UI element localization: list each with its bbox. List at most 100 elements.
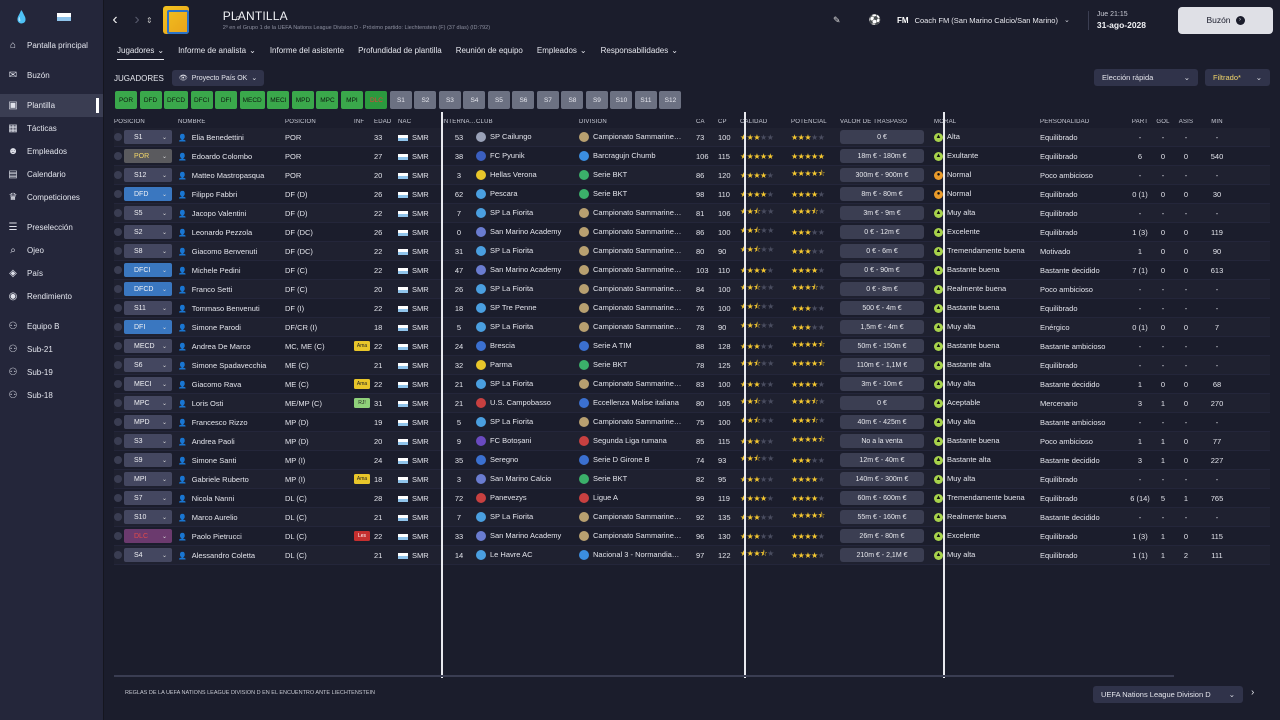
table-row[interactable]: S1 ⌄ 👤 Elia Benedettini POR 33 SMR 53 SP Cailung… — [114, 128, 1270, 147]
position-chip[interactable]: S12 — [659, 91, 682, 109]
tab-item[interactable]: Informe de analista ⌄ — [171, 40, 263, 60]
column-header[interactable]: NOMBRE — [178, 119, 206, 125]
position-select[interactable]: DLC ⌄ — [124, 529, 172, 543]
player-name-cell[interactable]: 👤 Jacopo Valentini — [178, 209, 285, 218]
division-name[interactable]: Serie BKT — [593, 473, 628, 483]
sidebar-item[interactable]: ⚇ Sub-19 — [0, 361, 103, 384]
position-select[interactable]: DFCD ⌄ — [124, 282, 172, 296]
player-name[interactable]: Nicola Nanni — [191, 493, 235, 503]
position-select[interactable]: MECI ⌄ — [124, 377, 172, 391]
position-chip[interactable]: MECD — [239, 91, 265, 109]
division-name[interactable]: Serie BKT — [593, 169, 628, 179]
table-row[interactable]: MECI ⌄ 👤 Giacomo Rava ME (C) Ama 22 SMR 21 SP La … — [114, 375, 1270, 394]
droplet-icon[interactable]: 💧 — [14, 10, 29, 24]
club-name[interactable]: SP La Fiorita — [490, 416, 534, 426]
position-select[interactable]: DFCI ⌄ — [124, 263, 172, 277]
sidebar-item[interactable]: ♛ Competiciones — [0, 186, 103, 209]
select-radio[interactable] — [114, 323, 122, 331]
club-cell[interactable]: Parma — [476, 360, 579, 370]
column-header[interactable]: GOL — [1156, 119, 1170, 125]
division-name[interactable]: Serie A TIM — [593, 340, 632, 350]
column-header[interactable]: POSICIÓN — [285, 119, 316, 125]
table-row[interactable]: POR ⌄ 👤 Edoardo Colombo POR 27 SMR 38 FC Pyunik B… — [114, 147, 1270, 166]
position-chip[interactable]: S4 — [463, 91, 486, 109]
sidebar-item[interactable]: ☰ Preselección — [0, 216, 103, 239]
position-chip[interactable]: S5 — [487, 91, 510, 109]
table-row[interactable]: S4 ⌄ 👤 Alessandro Coletta DL (C) 21 SMR 14 Le Ha… — [114, 546, 1270, 565]
position-select[interactable]: DFD ⌄ — [124, 187, 172, 201]
club-cell[interactable]: SP La Fiorita — [476, 512, 579, 522]
select-radio[interactable] — [114, 171, 122, 179]
division-name[interactable]: Campionato Sammarine… — [593, 302, 682, 312]
sidebar-item[interactable]: ✉ Buzón — [0, 64, 103, 87]
position-select[interactable]: S7 ⌄ — [124, 491, 172, 505]
player-name[interactable]: Leonardo Pezzola — [191, 227, 253, 237]
table-row[interactable]: S2 ⌄ 👤 Leonardo Pezzola DF (DC) 26 SMR 0 San Mar… — [114, 223, 1270, 242]
tab-item[interactable]: Jugadores ⌄ — [110, 40, 171, 60]
club-cell[interactable]: SP Cailungo — [476, 132, 579, 142]
horizontal-scrollbar[interactable] — [114, 675, 1174, 677]
club-name[interactable]: Seregno — [490, 454, 519, 464]
select-radio[interactable] — [114, 551, 122, 559]
division-cell[interactable]: Segunda Liga rumana — [579, 436, 696, 446]
player-name[interactable]: Filippo Fabbri — [191, 189, 238, 199]
division-cell[interactable]: Campionato Sammarine… — [579, 303, 696, 313]
table-row[interactable]: S9 ⌄ 👤 Simone Santi MP (I) 24 SMR 35 Seregno Seri… — [114, 451, 1270, 470]
select-radio[interactable] — [114, 475, 122, 483]
select-radio[interactable] — [114, 304, 122, 312]
club-name[interactable]: Parma — [490, 359, 513, 369]
player-name-cell[interactable]: 👤 Giacomo Rava — [178, 380, 285, 389]
select-radio[interactable] — [114, 361, 122, 369]
table-row[interactable]: DFD ⌄ 👤 Filippo Fabbri DF (D) 26 SMR 62 Pescara S… — [114, 185, 1270, 204]
player-name-cell[interactable]: 👤 Edoardo Colombo — [178, 152, 285, 161]
select-radio[interactable] — [114, 266, 122, 274]
club-name[interactable]: U.S. Campobasso — [490, 397, 551, 407]
player-name[interactable]: Michele Pedini — [191, 265, 241, 275]
position-chip[interactable]: S10 — [610, 91, 633, 109]
position-chip[interactable]: DFCD — [164, 91, 189, 109]
sidebar-item[interactable]: ⌂ Pantalla principal — [0, 34, 103, 57]
sidebar-item[interactable]: ⌕ Ojeo — [0, 239, 103, 262]
table-row[interactable]: S12 ⌄ 👤 Matteo Mastropasqua POR 20 SMR 3 Hellas … — [114, 166, 1270, 185]
division-cell[interactable]: Serie BKT — [579, 170, 696, 180]
division-cell[interactable]: Nacional 3 - Normandia… — [579, 550, 696, 560]
player-name-cell[interactable]: 👤 Leonardo Pezzola — [178, 228, 285, 237]
position-chip[interactable]: S2 — [414, 91, 437, 109]
club-cell[interactable]: SP La Fiorita — [476, 379, 579, 389]
column-header[interactable]: POTENCIAL — [791, 119, 827, 125]
club-cell[interactable]: SP La Fiorita — [476, 246, 579, 256]
position-select[interactable]: DFI ⌄ — [124, 320, 172, 334]
sidebar-item[interactable]: ⚇ Sub-21 — [0, 338, 103, 361]
player-name-cell[interactable]: 👤 Simone Parodi — [178, 323, 285, 332]
division-name[interactable]: Eccellenza Molise italiana — [593, 397, 679, 407]
select-radio[interactable] — [114, 209, 122, 217]
club-cell[interactable]: San Marino Academy — [476, 265, 579, 275]
player-name[interactable]: Andrea Paoli — [191, 436, 235, 446]
division-cell[interactable]: Serie BKT — [579, 474, 696, 484]
club-cell[interactable]: U.S. Campobasso — [476, 398, 579, 408]
position-select[interactable]: S5 ⌄ — [124, 206, 172, 220]
table-row[interactable]: DFCI ⌄ 👤 Michele Pedini DF (C) 22 SMR 47 San Mar… — [114, 261, 1270, 280]
select-radio[interactable] — [114, 342, 122, 350]
position-select[interactable]: S9 ⌄ — [124, 453, 172, 467]
club-cell[interactable]: Panevezys — [476, 493, 579, 503]
tab-item[interactable]: Responsabilidades ⌄ — [594, 40, 685, 60]
back-arrow-icon[interactable]: ‹ — [112, 11, 118, 28]
column-header[interactable]: NAC — [398, 119, 412, 125]
tab-item[interactable]: Reunión de equipo — [449, 40, 530, 60]
column-header[interactable]: DIVISIÓN — [579, 119, 607, 125]
player-name-cell[interactable]: 👤 Marco Aurelio — [178, 513, 285, 522]
club-name[interactable]: San Marino Academy — [490, 226, 562, 236]
division-cell[interactable]: Serie D Girone B — [579, 455, 696, 465]
club-cell[interactable]: SP La Fiorita — [476, 322, 579, 332]
division-cell[interactable]: Campionato Sammarine… — [579, 417, 696, 427]
player-name-cell[interactable]: 👤 Elia Benedettini — [178, 133, 285, 142]
club-name[interactable]: Hellas Verona — [490, 169, 537, 179]
club-cell[interactable]: Pescara — [476, 189, 579, 199]
division-cell[interactable]: Campionato Sammarine… — [579, 322, 696, 332]
division-cell[interactable]: Campionato Sammarine… — [579, 132, 696, 142]
player-name[interactable]: Franco Setti — [191, 284, 233, 294]
table-row[interactable]: DFCD ⌄ 👤 Franco Setti DF (C) 20 SMR 26 SP La Fio… — [114, 280, 1270, 299]
division-name[interactable]: Campionato Sammarine… — [593, 226, 682, 236]
position-select[interactable]: MECD ⌄ — [124, 339, 172, 353]
